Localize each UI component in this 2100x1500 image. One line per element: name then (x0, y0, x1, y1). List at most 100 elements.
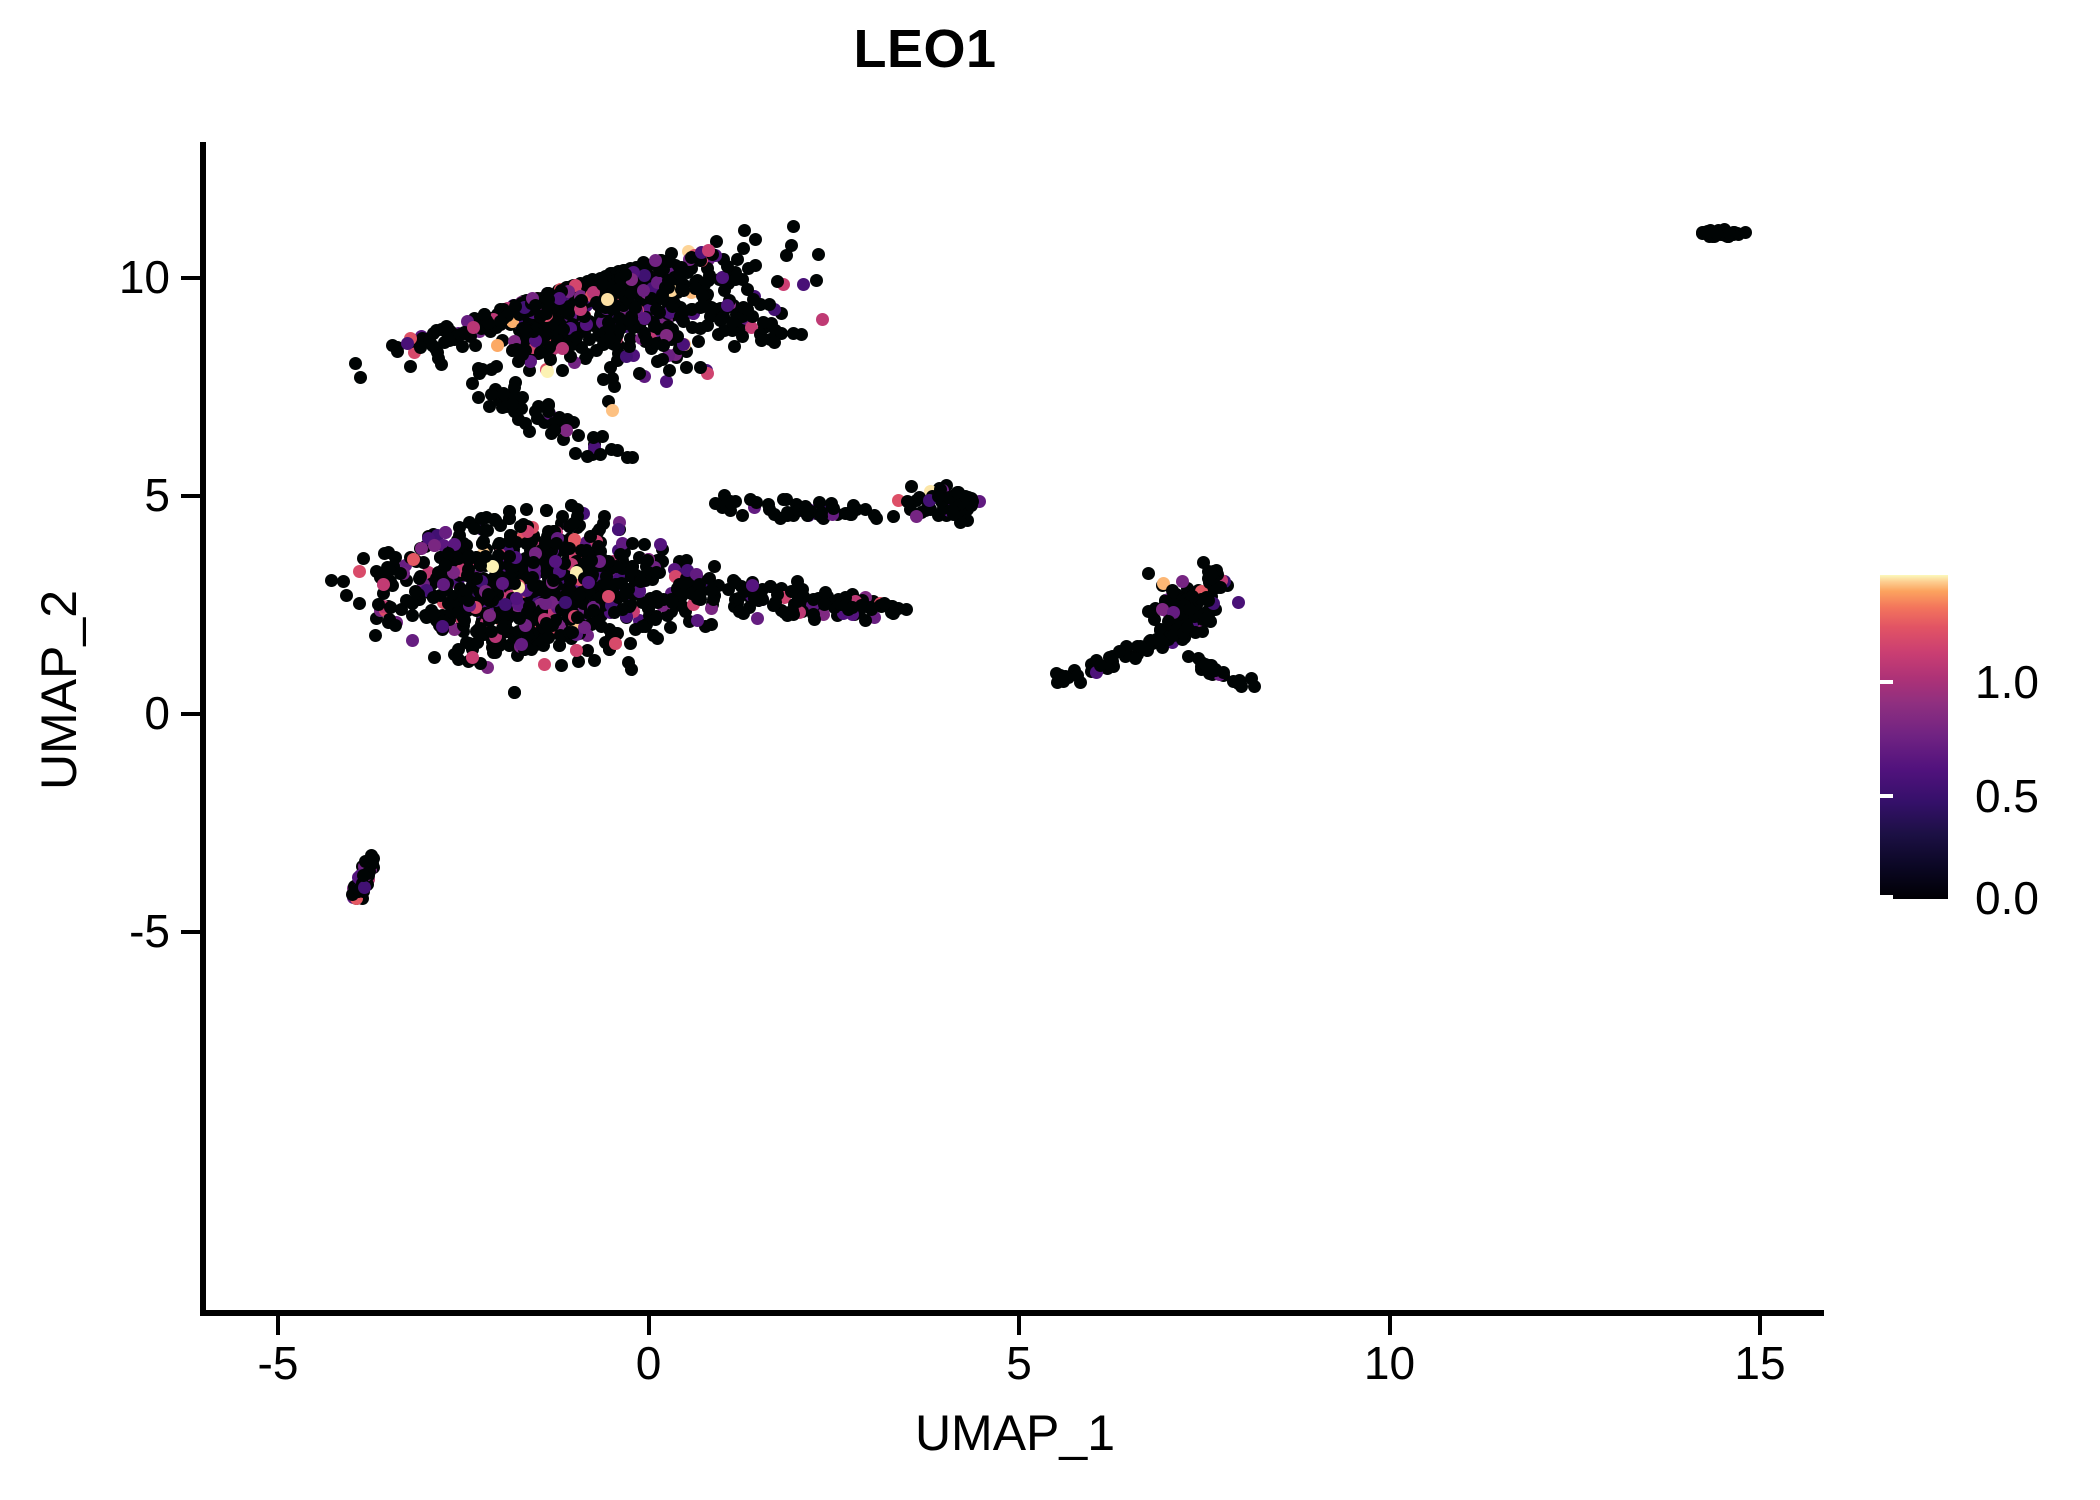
scatter-point (491, 307, 505, 321)
scatter-point (636, 307, 650, 321)
scatter-point (602, 320, 616, 334)
scatter-point (844, 505, 858, 519)
scatter-point (563, 299, 577, 313)
scatter-point (1180, 600, 1194, 614)
scatter-point (632, 550, 646, 564)
scatter-point (761, 497, 775, 511)
scatter-point (629, 318, 643, 332)
scatter-point (528, 298, 542, 312)
scatter-point (531, 400, 545, 414)
scatter-point (685, 581, 699, 595)
scatter-point (541, 524, 555, 538)
scatter-point (499, 539, 513, 553)
scatter-point (544, 564, 558, 578)
scatter-point (678, 577, 692, 591)
scatter-point (451, 642, 465, 656)
scatter-point (777, 606, 791, 620)
scatter-point (685, 286, 699, 300)
scatter-point (365, 848, 379, 862)
scatter-point (621, 294, 635, 308)
scatter-point (622, 340, 636, 354)
scatter-point (555, 289, 569, 303)
scatter-point (656, 277, 670, 291)
scatter-point (489, 313, 503, 327)
scatter-point (614, 272, 628, 286)
scatter-point (456, 624, 470, 638)
scatter-point (899, 603, 913, 617)
scatter-point (793, 588, 807, 602)
scatter-point (572, 563, 586, 577)
scatter-point (543, 338, 556, 352)
scatter-point (948, 490, 962, 504)
scatter-point (645, 281, 659, 295)
scatter-point (809, 274, 823, 288)
scatter-point (536, 610, 550, 624)
scatter-point (445, 544, 459, 558)
scatter-point (736, 606, 750, 620)
scatter-point (506, 591, 520, 605)
scatter-point (1206, 668, 1220, 682)
scatter-point (361, 873, 375, 887)
scatter-point (584, 279, 598, 293)
scatter-point (537, 613, 551, 627)
scatter-point (564, 321, 578, 335)
scatter-point (705, 583, 719, 597)
scatter-point (518, 643, 532, 656)
scatter-point (523, 354, 537, 368)
scatter-point (598, 273, 612, 287)
colorbar-tick-mid-right (2067, 794, 2080, 798)
scatter-point (546, 341, 560, 355)
scatter-point (729, 575, 743, 589)
scatter-point (548, 423, 562, 437)
scatter-point (414, 542, 428, 556)
scatter-point (524, 643, 538, 657)
scatter-point (550, 332, 564, 346)
scatter-point (1227, 674, 1241, 688)
scatter-point (469, 338, 483, 352)
scatter-point (449, 544, 463, 558)
scatter-point (1084, 664, 1098, 678)
scatter-point (632, 313, 646, 327)
scatter-point (479, 510, 493, 524)
scatter-point (585, 567, 599, 581)
scatter-point (701, 318, 715, 332)
scatter-point (389, 550, 403, 564)
scatter-point (437, 595, 451, 609)
scatter-point (577, 596, 591, 610)
scatter-point (540, 308, 554, 322)
scatter-point (618, 546, 632, 560)
scatter-point (525, 579, 539, 593)
scatter-point (583, 587, 597, 601)
scatter-point (700, 288, 714, 302)
scatter-point (961, 491, 975, 504)
scatter-point (524, 543, 538, 557)
scatter-point (627, 311, 641, 325)
scatter-point (604, 443, 618, 457)
scatter-point (504, 579, 518, 593)
scatter-point (741, 303, 755, 317)
scatter-point (705, 248, 719, 262)
scatter-point (745, 576, 759, 590)
scatter-point (1700, 225, 1714, 238)
scatter-point (583, 333, 597, 347)
scatter-point (578, 281, 592, 295)
scatter-point (435, 565, 449, 579)
scatter-point (355, 877, 369, 891)
scatter-point (584, 617, 598, 631)
scatter-point (512, 563, 526, 577)
scatter-point (620, 288, 634, 302)
scatter-point (936, 495, 950, 509)
scatter-point (1120, 639, 1134, 653)
scatter-point (764, 333, 778, 347)
scatter-point (433, 550, 447, 564)
scatter-point (422, 331, 436, 345)
scatter-point (474, 558, 488, 572)
scatter-point (1167, 607, 1181, 621)
scatter-point (501, 304, 515, 318)
scatter-point (498, 608, 512, 622)
scatter-point (479, 585, 493, 599)
scatter-point (537, 605, 551, 619)
scatter-point (457, 540, 471, 554)
scatter-point (722, 277, 736, 291)
scatter-point (629, 303, 643, 317)
